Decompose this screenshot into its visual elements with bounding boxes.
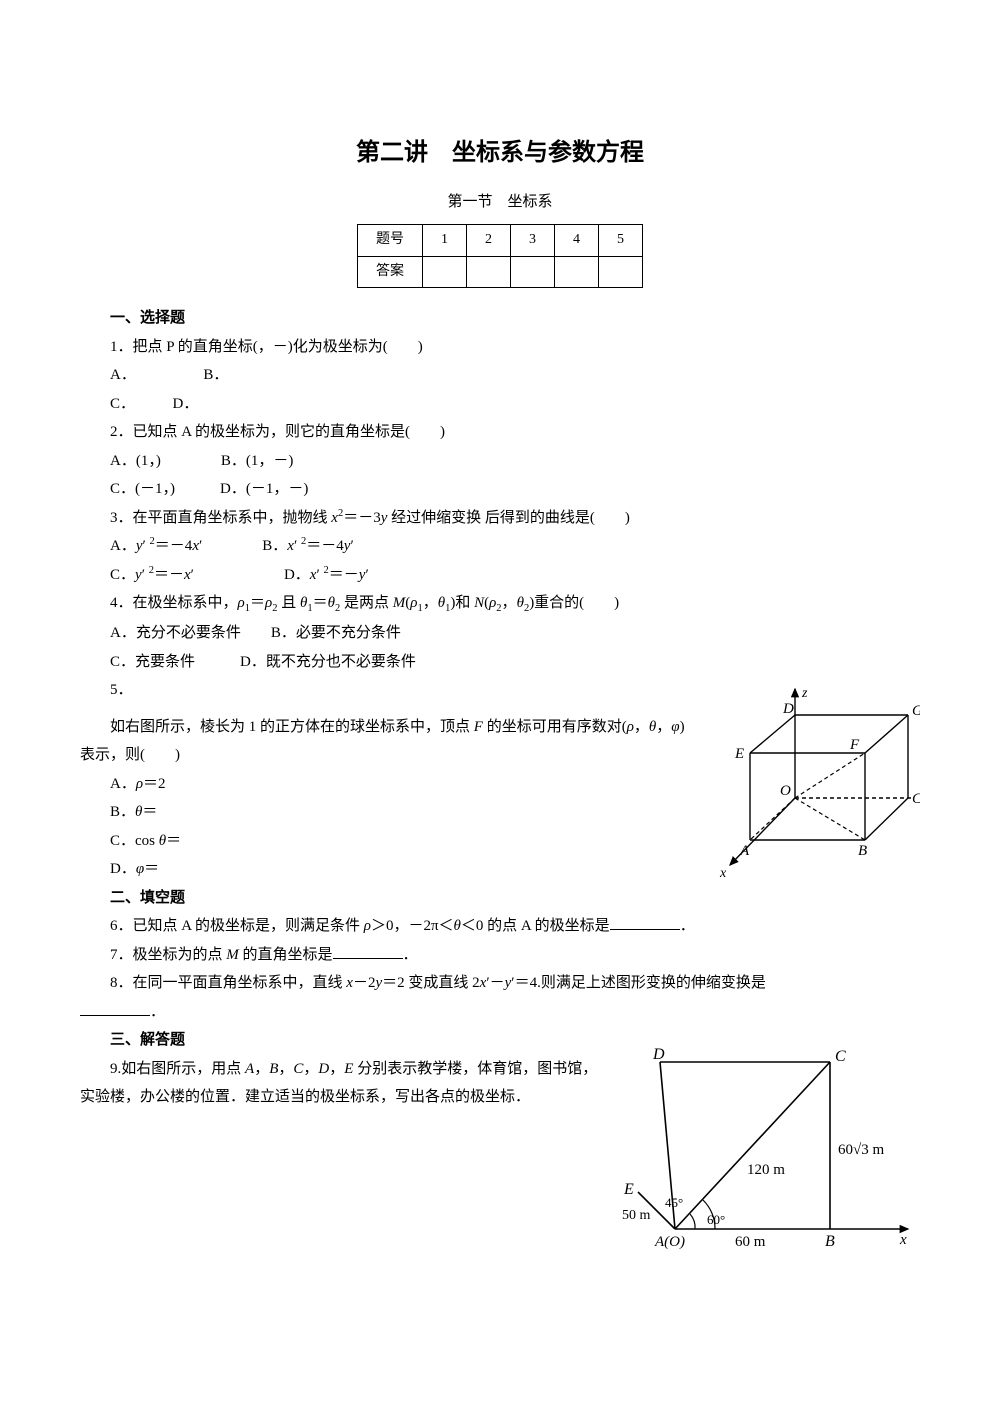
question-3: 3．在平面直角坐标系中，抛物线 x2＝－3y 经过伸缩变换 后得到的曲线是( ) (80, 504, 920, 533)
q4-opt-d: D．既不充分也不必要条件 (240, 654, 416, 670)
label-50m: 50 m (622, 1208, 651, 1223)
q1-options-ab: A． B． (80, 361, 920, 390)
label-45deg: 45° (665, 1195, 683, 1210)
q2-text: 2．已知点 A 的极坐标为，则它的直角坐标是( ) (110, 424, 445, 440)
label-E: E (623, 1181, 634, 1198)
label-O: O (780, 783, 791, 799)
q3-opt-d-pre: D． (284, 567, 310, 583)
q3-opt-a-mid: ＝－4 (155, 538, 193, 554)
label-E: E (734, 746, 744, 762)
question-1: 1．把点 P 的直角坐标(，－)化为极坐标为( ) (80, 333, 920, 362)
main-title: 第二讲 坐标系与参数方程 (80, 130, 920, 176)
blank (80, 1001, 150, 1016)
label-F: F (849, 737, 860, 753)
q1-opt-b: B． (203, 367, 228, 383)
question-6: 6．已知点 A 的极坐标是，则满足条件 ρ＞0，－2π＜θ＜0 的点 A 的极坐… (80, 912, 920, 941)
q3-opt-a-pre: A． (110, 538, 136, 554)
label-D: D (652, 1046, 665, 1063)
q3-options-ab: A．y′ 2＝－4x′ B．x′ 2＝－4y′ (80, 532, 920, 561)
label-120m: 120 m (747, 1162, 785, 1178)
q5-opt-a: A．ρ＝2 (80, 770, 690, 799)
section-2-heading: 二、填空题 (80, 884, 920, 913)
table-row: 题号 1 2 3 4 5 (358, 225, 643, 257)
col-1: 1 (423, 225, 467, 257)
sub-title: 第一节 坐标系 (80, 188, 920, 217)
cube-figure: z x D G E F O C A B (710, 685, 920, 880)
label-A: A (739, 843, 750, 859)
q3-opt-b-pre: B． (262, 538, 287, 554)
q3-text-a: 3．在平面直角坐标系中，抛物线 (110, 510, 331, 526)
q4-opt-a: A．充分不必要条件 (110, 625, 241, 641)
question-7: 7．极坐标为的点 M 的直角坐标是． (80, 941, 920, 970)
q5-opt-b: B．θ＝ (80, 798, 690, 827)
q2-opt-a: A．(1，) (110, 453, 161, 469)
col-2: 2 (467, 225, 511, 257)
q1-opt-a: A． (110, 367, 128, 383)
q1-options-cd: C． D． (80, 390, 920, 419)
table-row: 答案 (358, 256, 643, 288)
blank (333, 944, 403, 959)
q1-text: 1．把点 P 的直角坐标(，－)化为极坐标为( ) (110, 339, 423, 355)
q2-opt-b: B．(1，－) (221, 453, 294, 469)
label-x: x (719, 866, 727, 880)
var-x: x (331, 510, 338, 526)
q1-opt-d: D． (173, 396, 199, 412)
q3-text-c: 经过伸缩变换 后得到的曲线是( ) (387, 510, 630, 526)
label-C: C (835, 1048, 846, 1065)
answer-cell (467, 256, 511, 288)
question-2: 2．已知点 A 的极坐标为，则它的直角坐标是( ) (80, 418, 920, 447)
row-label: 题号 (358, 225, 423, 257)
answer-table: 题号 1 2 3 4 5 答案 (357, 224, 643, 288)
q3-opt-c-pre: C． (110, 567, 135, 583)
label-C: C (912, 791, 920, 807)
label-B: B (858, 843, 867, 859)
label-G: G (912, 703, 920, 719)
label-60deg: 60° (707, 1212, 725, 1227)
q5-opt-d: D．φ＝ (80, 855, 690, 884)
q3-options-cd: C．y′ 2＝－x′ D．x′ 2＝－y′ (80, 561, 920, 590)
question-8: 8．在同一平面直角坐标系中，直线 x－2y＝2 变成直线 2x′－y′＝4.则满… (80, 969, 920, 998)
q2-opt-c: C．(－1，) (110, 481, 175, 497)
q3-opt-d-mid: ＝－ (329, 567, 359, 583)
col-5: 5 (599, 225, 643, 257)
blank (610, 915, 680, 930)
campus-figure: D C E B A(O) x 120 m 60√3 m 50 m 60 m 45… (620, 1044, 915, 1259)
answer-cell (599, 256, 643, 288)
q2-options-cd: C．(－1，) D．(－1，－) (80, 475, 920, 504)
label-60m: 60 m (735, 1234, 766, 1250)
q3-opt-c-mid: ＝－ (154, 567, 184, 583)
row-label: 答案 (358, 256, 423, 288)
label-D: D (782, 701, 794, 717)
col-3: 3 (511, 225, 555, 257)
question-8-cont: ． (80, 998, 920, 1027)
label-x: x (899, 1232, 907, 1248)
q4-options-ab: A．充分不必要条件 B．必要不充分条件 (80, 619, 920, 648)
label-z: z (801, 686, 808, 701)
q4-opt-c: C．充要条件 (110, 654, 195, 670)
q3-text-b: ＝－3 (343, 510, 381, 526)
col-4: 4 (555, 225, 599, 257)
q3-opt-b-mid: ＝－4 (306, 538, 344, 554)
question-4: 4．在极坐标系中，ρ1＝ρ2 且 θ1＝θ2 是两点 M(ρ1，θ1)和 N(ρ… (80, 589, 920, 619)
label-60r3: 60√3 m (838, 1142, 884, 1158)
q1-opt-c: C． (110, 396, 128, 412)
q4-options-cd: C．充要条件 D．既不充分也不必要条件 (80, 648, 920, 677)
answer-cell (511, 256, 555, 288)
q2-opt-d: D．(－1，－) (220, 481, 308, 497)
label-AO: A(O) (654, 1234, 685, 1250)
q5-opt-c: C．cos θ＝ (80, 827, 690, 856)
q2-options-ab: A．(1，) B．(1，－) (80, 447, 920, 476)
q4-a: 4．在极坐标系中， (110, 595, 238, 611)
label-B: B (825, 1233, 835, 1250)
q4-opt-b: B．必要不充分条件 (271, 625, 401, 641)
section-1-heading: 一、选择题 (80, 304, 920, 333)
answer-cell (555, 256, 599, 288)
answer-cell (423, 256, 467, 288)
